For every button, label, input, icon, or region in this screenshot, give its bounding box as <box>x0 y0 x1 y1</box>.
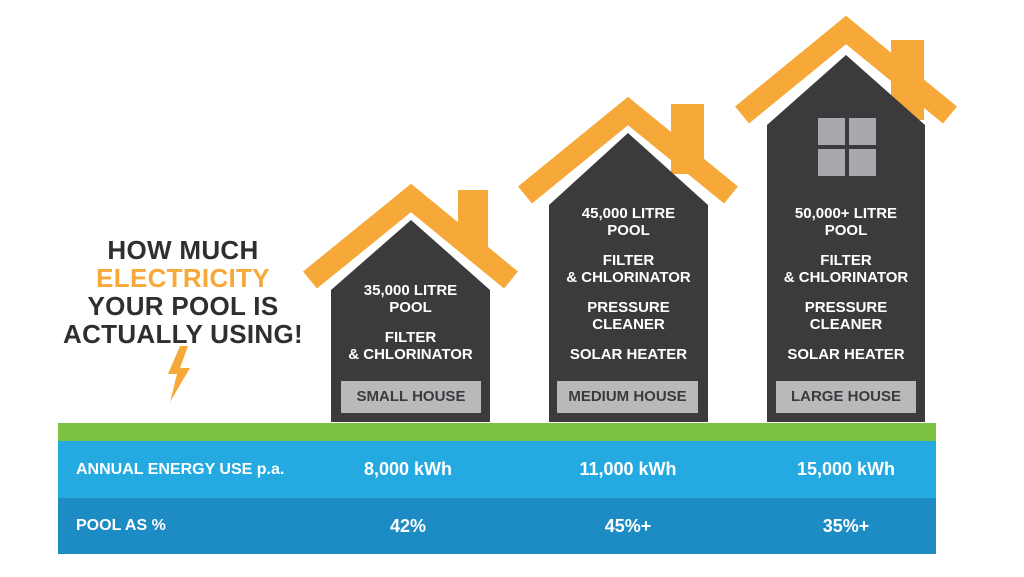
lightning-bolt-icon <box>168 346 190 402</box>
equipment-item: SOLAR HEATER <box>569 346 688 363</box>
large-house-body <box>767 55 925 422</box>
large-house-tag: LARGE HOUSE <box>776 381 916 413</box>
medium-house-details: 45,000 LITRE POOL FILTER & CHLORINATOR P… <box>549 205 708 376</box>
headline-line-4: ACTUALLY USING! <box>63 319 303 349</box>
pool-percent-small: 42% <box>389 515 427 536</box>
medium-house-body <box>549 133 708 422</box>
energy-value-large: 15,000 kWh <box>796 459 896 479</box>
headline-line-1: HOW MUCH <box>107 235 259 265</box>
large-house <box>735 15 957 422</box>
equipment-item: FILTER & CHLORINATOR <box>566 252 691 286</box>
energy-value-medium: 11,000 kWh <box>579 459 677 479</box>
equipment-item: SOLAR HEATER <box>787 346 905 363</box>
large-house-roof <box>735 15 957 124</box>
energy-use-row: ANNUAL ENERGY USE p.a. 8,000 kWh 11,000 … <box>58 441 936 498</box>
headline-line-2: ELECTRICITY <box>96 263 270 293</box>
equipment-item: FILTER & CHLORINATOR <box>783 252 909 286</box>
pool-percent-large: 35%+ <box>822 515 870 536</box>
equipment-item: FILTER & CHLORINATOR <box>348 329 473 363</box>
energy-value-small: 8,000 kWh <box>363 459 453 479</box>
medium-house-tag: MEDIUM HOUSE <box>557 381 698 413</box>
ground-strip <box>58 423 936 441</box>
pool-size: 50,000+ LITRE POOL <box>794 205 898 239</box>
small-house-details: 35,000 LITRE POOL FILTER & CHLORINATOR <box>331 282 490 376</box>
energy-use-label: ANNUAL ENERGY USE p.a. <box>76 460 285 478</box>
medium-house-roof <box>518 96 738 204</box>
small-house-body <box>331 220 490 422</box>
pool-percent-row: POOL AS % 42% 45%+ 35%+ <box>58 498 936 554</box>
headline-line-3: YOUR POOL IS <box>87 291 279 321</box>
medium-house <box>518 96 738 422</box>
window-icon <box>818 118 876 176</box>
small-house <box>303 183 518 422</box>
pool-percent-label: POOL AS % <box>76 517 166 534</box>
pool-size: 35,000 LITRE POOL <box>363 282 458 316</box>
pool-percent-medium: 45%+ <box>604 515 652 536</box>
pool-size: 45,000 LITRE POOL <box>581 205 676 239</box>
large-house-details: 50,000+ LITRE POOL FILTER & CHLORINATOR … <box>767 205 925 376</box>
small-house-tag: SMALL HOUSE <box>341 381 481 413</box>
equipment-item: PRESSURE CLEANER <box>587 299 670 333</box>
small-house-roof <box>303 183 518 289</box>
equipment-item: PRESSURE CLEANER <box>804 299 888 333</box>
headline: HOW MUCH ELECTRICITY YOUR POOL IS ACTUAL… <box>48 236 318 348</box>
